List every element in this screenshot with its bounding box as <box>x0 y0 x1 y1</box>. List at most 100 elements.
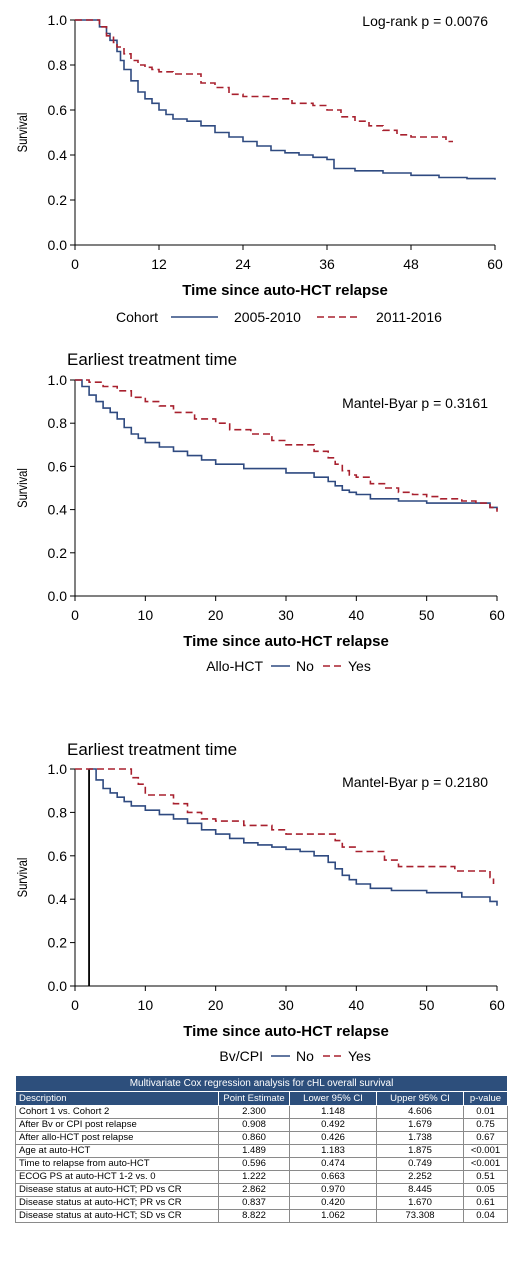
table-row: Disease status at auto-HCT; SD vs CR 8.82… <box>15 1209 508 1223</box>
table-cell-value: 1.875 <box>376 1144 464 1158</box>
table-cell-value: 0.01 <box>463 1105 508 1119</box>
table-row: Disease status at auto-HCT; PR vs CR 0.83… <box>15 1196 508 1210</box>
y-axis-label: Survival <box>15 113 30 153</box>
column-header-description: Description <box>15 1091 219 1106</box>
legend-item-label: No <box>296 1048 314 1064</box>
y-tick-label: 0.2 <box>48 545 68 561</box>
table-cell-value: 0.492 <box>289 1118 377 1132</box>
column-header-lower-ci: Lower 95% CI <box>289 1091 377 1106</box>
x-tick-label: 12 <box>151 256 167 272</box>
y-tick-label: 0.4 <box>48 147 68 163</box>
table-cell-value: 73.308 <box>376 1209 464 1223</box>
y-tick-label: 0.0 <box>48 237 68 253</box>
chart-title: Earliest treatment time <box>67 350 237 369</box>
x-tick-label: 60 <box>489 997 505 1013</box>
y-tick-label: 0.8 <box>48 804 68 820</box>
cox-regression-table-container: Multivariate Cox regression analysis for… <box>15 1075 508 1223</box>
x-tick-label: 60 <box>487 256 503 272</box>
cox-regression-table: Multivariate Cox regression analysis for… <box>15 1075 508 1223</box>
km-chart-cohort: 0.0 0.2 0.4 0.6 0.8 1.0 0 12 24 36 48 60 Survival Tim… <box>15 12 503 325</box>
table-row: After Bv or CPI post relapse 0.908 0.492 1.… <box>15 1118 508 1132</box>
survival-curve-no <box>89 768 498 906</box>
table-row: Cohort 1 vs. Cohort 2 2.300 1.148 4.606 0.01 <box>15 1105 508 1119</box>
table-cell-value: 1.222 <box>218 1170 290 1184</box>
y-tick-label: 1.0 <box>48 12 68 28</box>
table-cell-value: 0.67 <box>463 1131 508 1145</box>
table-cell-value: 1.489 <box>218 1144 290 1158</box>
survival-curve-2011-2016 <box>75 19 453 143</box>
table-cell-description: After Bv or CPI post relapse <box>15 1118 219 1132</box>
legend-item-label: No <box>296 658 314 674</box>
table-cell-value: 0.75 <box>463 1118 508 1132</box>
p-value-annotation: Mantel-Byar p = 0.2180 <box>342 774 488 790</box>
y-tick-label: 0.6 <box>48 848 68 864</box>
p-value-annotation: Log-rank p = 0.0076 <box>362 13 488 29</box>
km-chart-allo-hct: Earliest treatment time 0.0 0.2 0.4 0.6 0.8 1.… <box>15 350 505 674</box>
x-tick-label: 30 <box>278 607 294 623</box>
x-tick-label: 60 <box>489 607 505 623</box>
table-row: Age at auto-HCT 1.489 1.183 1.875 <0.001 <box>15 1144 508 1158</box>
y-tick-label: 0.0 <box>48 978 68 994</box>
table-cell-value: 2.862 <box>218 1183 290 1197</box>
table-row: ECOG PS at auto-HCT 1-2 vs. 0 1.222 0.663 2… <box>15 1170 508 1184</box>
table-cell-value: 0.860 <box>218 1131 290 1145</box>
table-cell-description: ECOG PS at auto-HCT 1-2 vs. 0 <box>15 1170 219 1184</box>
table-cell-value: 8.445 <box>376 1183 464 1197</box>
table-cell-value: 1.062 <box>289 1209 377 1223</box>
table-body: Cohort 1 vs. Cohort 2 2.300 1.148 4.606 0.01… <box>15 1105 508 1223</box>
x-tick-label: 10 <box>138 997 154 1013</box>
chart-title: Earliest treatment time <box>67 740 237 759</box>
column-header-p-value: p-value <box>463 1091 508 1106</box>
legend-item-label: 2005-2010 <box>234 309 301 325</box>
column-header-upper-ci: Upper 95% CI <box>376 1091 464 1106</box>
y-tick-label: 0.8 <box>48 415 68 431</box>
x-tick-label: 0 <box>71 997 79 1013</box>
y-tick-label: 0.6 <box>48 102 68 118</box>
table-header-row: Description Point Estimate Lower 95% CI … <box>15 1091 508 1106</box>
x-tick-label: 30 <box>278 997 294 1013</box>
x-tick-label: 0 <box>71 256 79 272</box>
y-tick-label: 0.4 <box>48 891 68 907</box>
x-tick-label: 36 <box>319 256 335 272</box>
legend-title: Bv/CPI <box>219 1048 263 1064</box>
table-cell-value: 0.596 <box>218 1157 290 1171</box>
survival-curve-yes <box>75 768 495 884</box>
x-tick-label: 40 <box>349 607 365 623</box>
table-cell-value: 4.606 <box>376 1105 464 1119</box>
x-tick-label: 0 <box>71 607 79 623</box>
legend-title: Cohort <box>116 309 158 325</box>
table-cell-description: Disease status at auto-HCT; PD vs CR <box>15 1183 219 1197</box>
x-tick-label: 24 <box>235 256 251 272</box>
km-panel-bv-cpi: Earliest treatment time 0.0 0.2 0.4 0.6 0.8 1.… <box>0 735 520 1070</box>
x-axis-label: Time since auto-HCT relapse <box>183 1023 389 1040</box>
y-axis-label: Survival <box>15 468 30 508</box>
y-tick-label: 0.4 <box>48 502 68 518</box>
table-caption: Multivariate Cox regression analysis for… <box>15 1075 508 1092</box>
table-cell-value: 0.663 <box>289 1170 377 1184</box>
table-caption-row: Multivariate Cox regression analysis for… <box>15 1075 508 1092</box>
table-cell-value: 0.420 <box>289 1196 377 1210</box>
x-tick-label: 50 <box>419 607 435 623</box>
table-cell-value: 1.738 <box>376 1131 464 1145</box>
survival-curve-2005-2010 <box>75 19 496 180</box>
table-cell-value: 2.252 <box>376 1170 464 1184</box>
table-row: Disease status at auto-HCT; PD vs CR 2.86… <box>15 1183 508 1197</box>
x-tick-label: 10 <box>138 607 154 623</box>
table-cell-value: 0.474 <box>289 1157 377 1171</box>
table-cell-description: Cohort 1 vs. Cohort 2 <box>15 1105 219 1119</box>
x-axis-label: Time since auto-HCT relapse <box>182 282 388 299</box>
table-cell-value: 2.300 <box>218 1105 290 1119</box>
table-cell-description: Time to relapse from auto-HCT <box>15 1157 219 1171</box>
table-cell-value: 0.970 <box>289 1183 377 1197</box>
table-cell-value: 1.183 <box>289 1144 377 1158</box>
table-cell-description: Age at auto-HCT <box>15 1144 219 1158</box>
x-tick-label: 50 <box>419 997 435 1013</box>
table-cell-value: <0.001 <box>463 1144 508 1158</box>
table-cell-value: <0.001 <box>463 1157 508 1171</box>
table-cell-value: 1.148 <box>289 1105 377 1119</box>
legend-item-label: Yes <box>348 1048 371 1064</box>
table-cell-value: 0.61 <box>463 1196 508 1210</box>
column-header-point-estimate: Point Estimate <box>218 1091 290 1106</box>
legend-item-label: 2011-2016 <box>376 309 442 325</box>
survival-curve-no <box>75 379 498 510</box>
